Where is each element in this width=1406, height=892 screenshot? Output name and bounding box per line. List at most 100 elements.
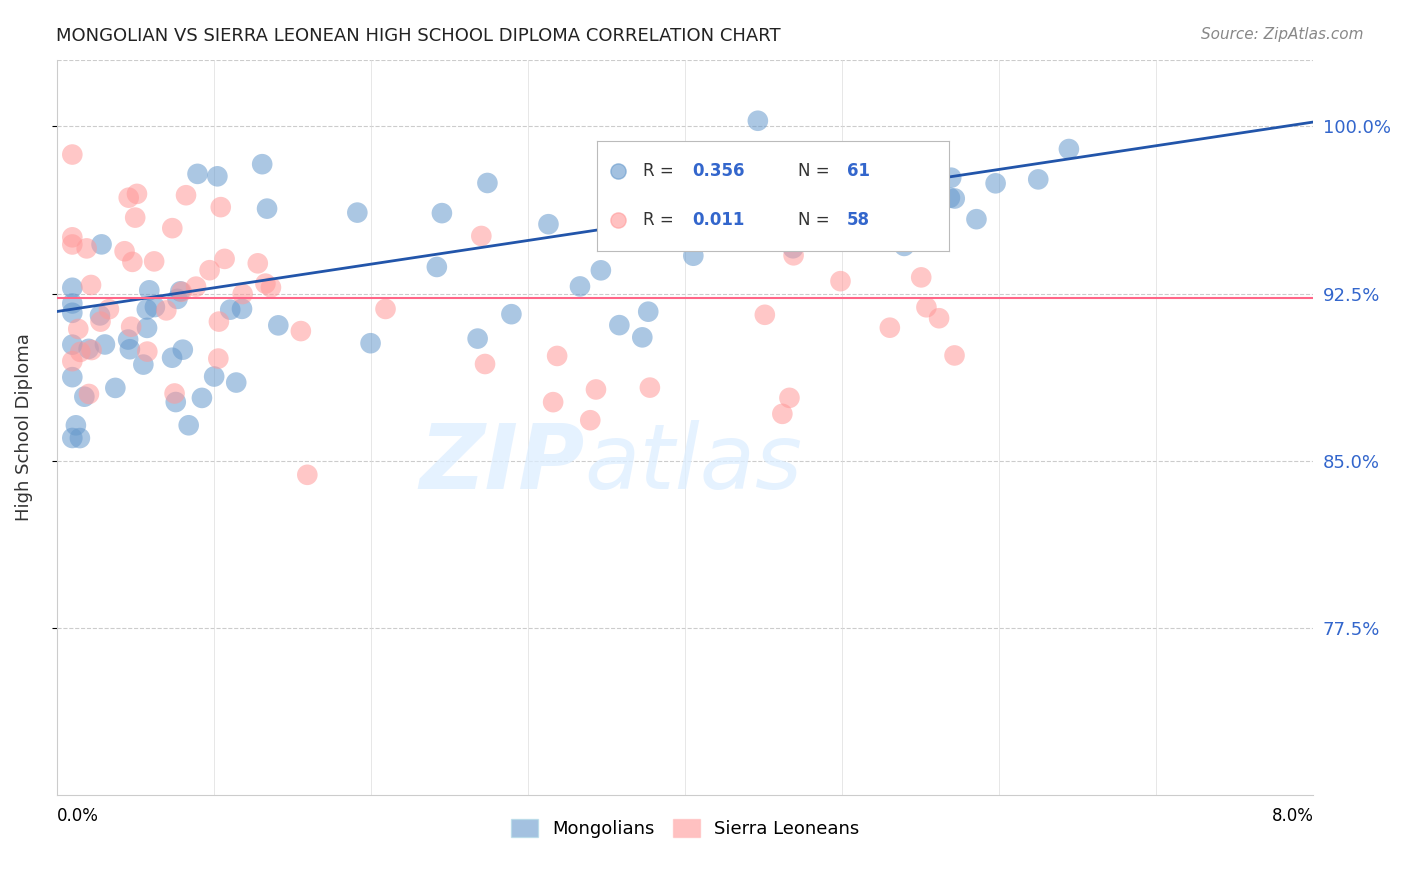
Mongolians (202, 369, 225, 384)
Sierra Leoneans (67, 322, 90, 336)
Sierra Leoneans (60, 237, 83, 252)
Mongolians (191, 391, 214, 405)
Mongolians (135, 302, 157, 317)
Mongolians (360, 336, 382, 351)
Sierra Leoneans (474, 357, 496, 371)
Mongolians (231, 301, 253, 316)
Sierra Leoneans (136, 344, 159, 359)
Sierra Leoneans (209, 200, 232, 214)
Mongolians (60, 431, 83, 445)
Sierra Leoneans (915, 300, 938, 314)
Sierra Leoneans (910, 270, 932, 285)
Mongolians (177, 418, 200, 433)
Mongolians (893, 239, 915, 253)
Sierra Leoneans (214, 252, 236, 266)
Sierra Leoneans (648, 211, 671, 225)
Mongolians (225, 376, 247, 390)
Text: atlas: atlas (585, 420, 803, 508)
Sierra Leoneans (77, 387, 100, 401)
Sierra Leoneans (803, 212, 825, 227)
Legend: Mongolians, Sierra Leoneans: Mongolians, Sierra Leoneans (503, 812, 866, 846)
Mongolians (165, 395, 187, 409)
Sierra Leoneans (782, 248, 804, 262)
Sierra Leoneans (89, 315, 111, 329)
Mongolians (73, 390, 96, 404)
Mongolians (256, 202, 278, 216)
Mongolians (118, 343, 141, 357)
Text: 8.0%: 8.0% (1271, 806, 1313, 824)
Sierra Leoneans (120, 319, 142, 334)
Sierra Leoneans (170, 285, 193, 299)
Mongolians (160, 351, 183, 365)
Sierra Leoneans (114, 244, 136, 259)
Text: 0.0%: 0.0% (56, 806, 98, 824)
Sierra Leoneans (879, 320, 901, 334)
Mongolians (682, 249, 704, 263)
Mongolians (186, 167, 208, 181)
Text: MONGOLIAN VS SIERRA LEONEAN HIGH SCHOOL DIPLOMA CORRELATION CHART: MONGOLIAN VS SIERRA LEONEAN HIGH SCHOOL … (56, 27, 780, 45)
Mongolians (941, 170, 963, 185)
Sierra Leoneans (546, 349, 568, 363)
Mongolians (965, 212, 987, 227)
Sierra Leoneans (76, 241, 98, 255)
Sierra Leoneans (207, 351, 229, 366)
Mongolians (172, 343, 194, 357)
Sierra Leoneans (470, 229, 492, 244)
Mongolians (346, 205, 368, 219)
Mongolians (77, 342, 100, 356)
Mongolians (89, 309, 111, 323)
Sierra Leoneans (69, 345, 91, 359)
Sierra Leoneans (80, 343, 103, 357)
Sierra Leoneans (143, 254, 166, 268)
Sierra Leoneans (97, 302, 120, 317)
Mongolians (60, 306, 83, 320)
Mongolians (117, 333, 139, 347)
Sierra Leoneans (155, 303, 177, 318)
Mongolians (138, 283, 160, 297)
Sierra Leoneans (297, 467, 319, 482)
Sierra Leoneans (124, 211, 146, 225)
Mongolians (60, 370, 83, 384)
Sierra Leoneans (260, 280, 283, 294)
Sierra Leoneans (163, 386, 186, 401)
Sierra Leoneans (254, 277, 277, 291)
Mongolians (1057, 142, 1080, 156)
Sierra Leoneans (817, 233, 839, 247)
Mongolians (69, 431, 91, 445)
Sierra Leoneans (374, 301, 396, 316)
Mongolians (60, 337, 83, 351)
Mongolians (267, 318, 290, 333)
Mongolians (984, 177, 1007, 191)
Mongolians (250, 157, 273, 171)
Sierra Leoneans (770, 407, 793, 421)
Sierra Leoneans (162, 221, 184, 235)
Mongolians (430, 206, 453, 220)
Sierra Leoneans (830, 274, 852, 288)
Sierra Leoneans (638, 381, 661, 395)
Mongolians (207, 169, 229, 184)
Sierra Leoneans (246, 256, 269, 270)
Sierra Leoneans (80, 277, 103, 292)
Y-axis label: High School Diploma: High School Diploma (15, 334, 32, 522)
Sierra Leoneans (754, 308, 776, 322)
Mongolians (939, 191, 962, 205)
Mongolians (166, 292, 188, 306)
Mongolians (501, 307, 523, 321)
Sierra Leoneans (943, 348, 966, 362)
Mongolians (60, 296, 83, 310)
Mongolians (537, 217, 560, 231)
Mongolians (609, 318, 631, 333)
Mongolians (637, 304, 659, 318)
Sierra Leoneans (121, 255, 143, 269)
Mongolians (477, 176, 499, 190)
Mongolians (1026, 172, 1049, 186)
Sierra Leoneans (174, 188, 197, 202)
Sierra Leoneans (184, 279, 207, 293)
Sierra Leoneans (118, 191, 141, 205)
Sierra Leoneans (208, 315, 231, 329)
Sierra Leoneans (928, 311, 950, 326)
Mongolians (569, 279, 592, 293)
Sierra Leoneans (579, 413, 602, 427)
Sierra Leoneans (198, 263, 221, 277)
Text: ZIP: ZIP (419, 420, 585, 508)
